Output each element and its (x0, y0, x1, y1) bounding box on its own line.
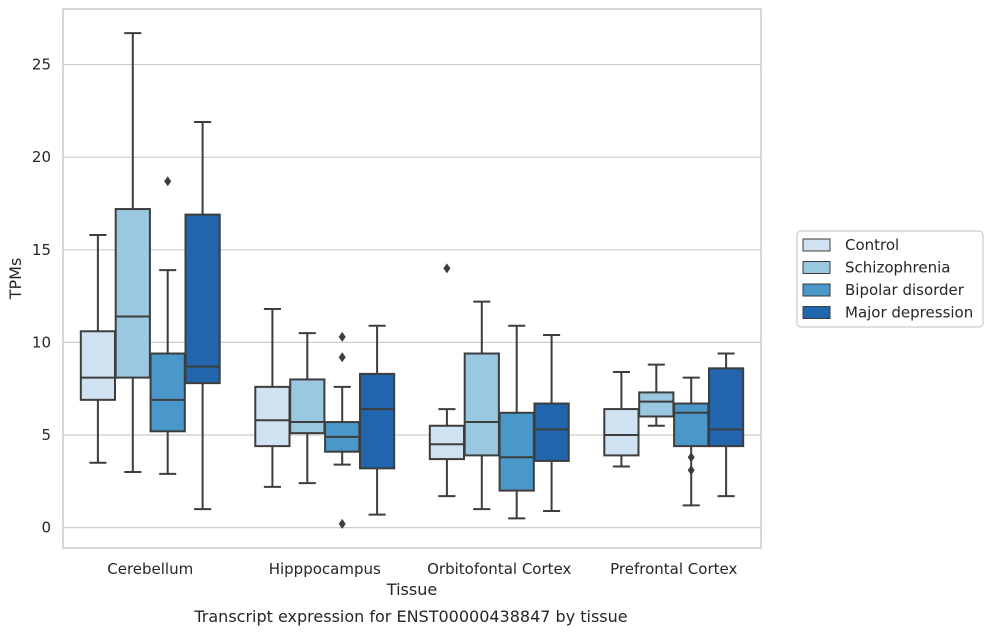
outlier-point (338, 518, 346, 529)
y-tick-label: 15 (32, 241, 51, 259)
box-iqr (533, 402, 570, 462)
x-tick-label: Orbitofontal Cortex (427, 560, 571, 578)
box-schizophrenia (638, 363, 675, 427)
y-tick-label: 5 (41, 426, 51, 444)
box-schizophrenia (114, 32, 151, 474)
box-iqr (149, 352, 186, 433)
outlier-point (443, 263, 451, 274)
box-iqr (79, 330, 117, 401)
box-plot-series (79, 32, 745, 529)
y-tick-label: 10 (32, 333, 51, 351)
legend-label: Schizophrenia (845, 259, 950, 277)
x-tick-label: Prefrontal Cortex (610, 560, 737, 578)
x-axis-label: Tissue (386, 580, 437, 599)
box-iqr (498, 411, 535, 492)
outlier-point (687, 465, 695, 476)
box-iqr (638, 391, 675, 418)
outlier-point (164, 176, 172, 187)
box-bipolar-disorder (149, 176, 186, 475)
box-control (603, 371, 640, 468)
box-iqr (673, 402, 710, 448)
box-major-depression (184, 120, 221, 511)
box-iqr (184, 213, 221, 385)
grid-lines (63, 63, 761, 529)
box-schizophrenia (289, 332, 326, 485)
x-tick-label: Cerebellum (107, 560, 193, 578)
chart-caption: Transcript expression for ENST0000043884… (193, 607, 627, 626)
legend-swatch (802, 283, 831, 297)
box-bipolar-disorder (498, 324, 535, 520)
legend-swatch (802, 261, 831, 274)
legend-label: Major depression (845, 304, 973, 322)
box-iqr (254, 385, 291, 448)
box-bipolar-disorder (324, 331, 361, 529)
plot-area-frame (62, 8, 762, 549)
box-iqr (114, 208, 151, 379)
x-axis-ticks: Cerebellum Hipppocampus Orbitofontal Corte… (107, 560, 737, 578)
box-schizophrenia (463, 300, 500, 511)
legend-label: Bipolar disorder (845, 281, 965, 299)
legend-swatch (802, 306, 831, 319)
box-control (428, 263, 466, 498)
y-axis-ticks: 0 5 10 15 20 25 (32, 56, 51, 537)
box-iqr (428, 424, 466, 461)
legend-swatch (802, 238, 831, 252)
box-control (254, 308, 291, 488)
outlier-point (687, 452, 695, 463)
box-control (79, 233, 117, 464)
legend-frame (796, 230, 984, 328)
box-bipolar-disorder (673, 376, 710, 507)
box-major-depression (533, 333, 570, 512)
box-major-depression (707, 352, 745, 498)
y-tick-label: 0 (41, 519, 51, 537)
outlier-point (338, 331, 346, 342)
box-iqr (707, 367, 745, 448)
box-major-depression (358, 324, 396, 516)
legend: Control Schizophrenia Bipolar disorder Majo… (796, 230, 984, 328)
legend-label: Control (845, 236, 899, 254)
box-iqr (289, 378, 326, 435)
y-tick-label: 25 (32, 56, 51, 74)
box-iqr (358, 372, 396, 470)
outlier-point (338, 352, 346, 363)
y-tick-label: 20 (32, 148, 51, 166)
box-iqr (603, 408, 640, 457)
box-iqr (463, 352, 500, 457)
x-tick-label: Hipppocampus (269, 560, 381, 578)
y-axis-label: TPMs (6, 258, 25, 301)
